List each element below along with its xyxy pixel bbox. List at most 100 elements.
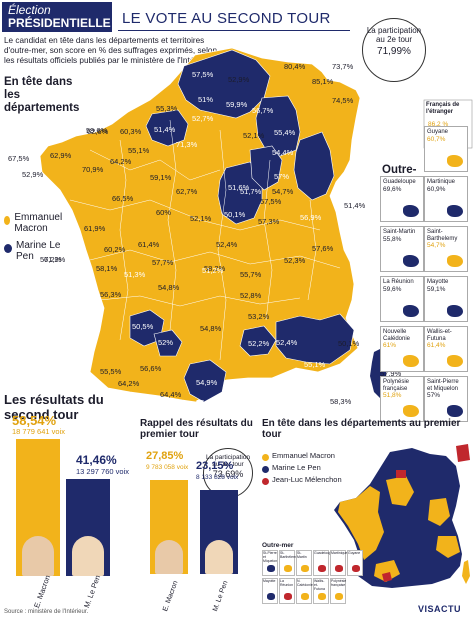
map-label-17: 73,7%: [332, 62, 354, 71]
participation-second-round: La participation au 2e tour 71,99%: [362, 18, 426, 82]
fr-outremer-item-10: Polynésie française: [330, 578, 346, 604]
fr-outremer-item-6: Mayotte: [262, 578, 278, 604]
fr-outremer-item-2: St-Martin: [296, 550, 312, 576]
outremer-name: Saint-Martin: [383, 229, 416, 235]
page-title: LE VOTE AU SECOND TOUR: [122, 10, 331, 27]
map-label-7: 51,4%: [154, 125, 176, 134]
fr-outremer-item-9: Wallis-et-Futuna: [313, 578, 329, 604]
fr-outremer-title: Outre-mer: [262, 542, 294, 549]
result-pct-1: 41,46%: [76, 453, 117, 467]
outremer-name: La Réunion: [383, 279, 414, 285]
source-note: Source : ministère de l'Intérieur.: [4, 609, 89, 615]
fr-legend-item-macron: Emmanuel Macron: [262, 452, 342, 461]
map-label-4: 59,9%: [226, 100, 248, 109]
map-label-30: 51,6%: [228, 183, 250, 192]
candidate-portrait-1: [72, 536, 104, 576]
first-name-0: E. Macron: [162, 580, 180, 613]
outremer-value: 54,7%: [427, 242, 446, 249]
map-label-46: 57,7%: [152, 258, 174, 267]
fr-outremer-item-7: La Réunion: [279, 578, 295, 604]
participation-label: La participation au 2e tour: [366, 26, 422, 44]
outremer-shape: [403, 205, 419, 217]
map-label-52: 58,2%: [204, 264, 226, 273]
fr-legend-label-lepen: Marine Le Pen: [272, 463, 321, 472]
department-borders: [69, 119, 341, 361]
outremer-name: Martinique: [427, 179, 456, 185]
map-section-title: En tête dans les départements: [4, 76, 80, 114]
map-label-59: 52,8%: [240, 291, 262, 300]
outremer-value: 59,1%: [427, 285, 446, 293]
map-label-47: 58,1%: [96, 264, 118, 273]
fr-legend-label-macron: Emmanuel Macron: [272, 451, 335, 460]
first-round-map: [334, 444, 470, 588]
map-label-40: 51,7%: [240, 187, 262, 196]
fr-legend-item-melenchon: Jean-Luc Mélenchon: [262, 476, 342, 485]
first-bar-1: [200, 490, 238, 574]
fr-outremer-label: Guadeloupe: [314, 551, 334, 555]
map-label-70: 64,2%: [118, 379, 140, 388]
fr-outremer-label: N. Calédonie: [297, 579, 313, 587]
fr-corsica-shape: [462, 560, 470, 584]
intro-text: Le candidat en tête dans les département…: [4, 36, 218, 65]
gard-lepen-region: [239, 325, 277, 357]
fr-outremer-shape: [335, 565, 343, 572]
fr-outremer-label: Wallis-et-Futuna: [314, 579, 325, 591]
outremer-item-3: Saint-Martin 55,8%: [380, 226, 424, 272]
france-map: [39, 47, 473, 403]
map-label-10: 52,1%: [243, 131, 265, 140]
lorraine-lepen-region: [293, 131, 335, 201]
fr-outremer-shape: [267, 565, 275, 572]
map-label-58: 51,2%: [202, 266, 224, 275]
expat-value: 86,2 %: [428, 121, 449, 128]
outremer-shape: [447, 255, 463, 267]
outremer-item-8: Wallis-et-Futuna 61,4%: [424, 326, 468, 372]
map-label-45: 61,4%: [138, 240, 160, 249]
outremer-name: Saint-Pierre et Miquelon: [427, 379, 459, 392]
map-label-0: 57,5%: [192, 70, 214, 79]
map-label-26: 60%: [156, 208, 172, 217]
fr-outremer-shape: [267, 593, 275, 600]
map-label-66: 56,3%: [196, 398, 218, 407]
fr-outremer-shape: [352, 565, 360, 572]
result-name-1: M. Le Pen: [82, 573, 103, 610]
map-label-20: 85,1%: [312, 77, 334, 86]
map-label-18: 52,9%: [22, 170, 44, 179]
fr-outremer-label: Polynésie française: [331, 579, 347, 587]
fr-outremer-shape: [318, 565, 326, 572]
outremer-item-4: Saint-Barthelemy 54,7%: [424, 226, 468, 272]
outremer-name: Wallis-et-Futuna: [427, 329, 452, 342]
map-label-33: 56,9%: [300, 213, 322, 222]
outremer-item-9: Polynésie française 51,8%: [380, 376, 424, 422]
map-label-14: 55,1%: [128, 146, 150, 155]
first-name-1: M. Le Pen: [212, 580, 230, 613]
outremer-name: Polynésie française: [383, 379, 410, 392]
fr-outremer-item-1: St-Barthélemy: [279, 550, 298, 576]
outremer-value: 60,9%: [427, 185, 446, 193]
candidate-portrait-0: [22, 536, 54, 576]
map-label-61: 52,4%: [276, 338, 298, 347]
outremer-item-2: Martinique 60,9%: [424, 176, 468, 222]
map-label-37: 57,6%: [312, 244, 334, 253]
fr-north-melenchon: [456, 444, 470, 462]
outremer-value: 59,6%: [383, 285, 402, 293]
map-label-69: 55,5%: [100, 367, 122, 376]
first-pct-1: 23,15%: [196, 460, 234, 472]
first-votes-0: 9 783 058 voix: [146, 464, 189, 471]
map-label-13: 59,6%: [86, 126, 108, 135]
map-label-16: 62,9%: [50, 151, 72, 160]
outremer-item-5: La Réunion 59,6%: [380, 276, 424, 322]
fr-outremer-item-3: Guadeloupe: [313, 550, 334, 576]
fr-outremer-shape: [318, 593, 326, 600]
map-label-62: 55,1%: [304, 360, 326, 369]
fr-legend-swatch-melenchon: [262, 478, 269, 485]
map-label-29: 52,1%: [190, 214, 212, 223]
fr-macron-east: [428, 498, 450, 526]
outremer-shape: [403, 405, 419, 417]
map-label-67: 54,9%: [196, 378, 218, 387]
result-bar-0: [16, 439, 60, 576]
fr-macron-south: [374, 560, 400, 582]
map-label-39: 52,3%: [284, 256, 306, 265]
fr-outremer-item-0: St-Pierre et Miquelon: [262, 550, 278, 576]
outremer-item-0: Guyane 60,7%: [424, 126, 468, 172]
map-label-1: 52,9%: [228, 75, 250, 84]
